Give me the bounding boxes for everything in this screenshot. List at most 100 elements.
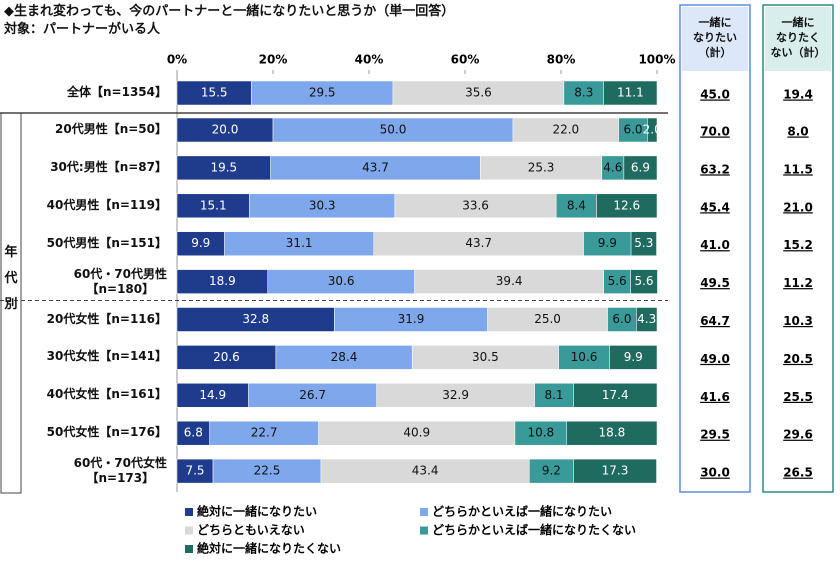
- summary-value: 63.2: [700, 162, 730, 176]
- summary-value: 11.2: [783, 276, 813, 290]
- bar-segment: [209, 420, 319, 446]
- legend-label: 絶対に一緒になりたい: [197, 504, 317, 519]
- bar-segment: [487, 307, 608, 332]
- bar-segment: [573, 458, 657, 484]
- chart-title: ◆生まれ変わっても、今のパートナーと一緒になりたいと思うか（単一回答）: [4, 4, 455, 19]
- summary-box: [762, 4, 834, 493]
- category-label: 40代女性【n=161】: [46, 387, 167, 402]
- bar-segment: [603, 80, 658, 106]
- legend-swatch: [185, 508, 193, 516]
- bar-segment: [212, 458, 322, 484]
- bar-segment: [414, 269, 604, 294]
- value-label: 43.4: [412, 464, 439, 478]
- summary-value: 30.0: [700, 466, 730, 480]
- value-label: 12.6: [613, 198, 640, 212]
- bar-segment: [392, 80, 565, 106]
- bar-segment: [609, 345, 658, 370]
- summary-value: 70.0: [700, 125, 730, 139]
- bar-segment: [630, 231, 657, 256]
- value-label: 28.4: [331, 350, 358, 364]
- value-label: 26.7: [299, 388, 326, 402]
- category-label: 20代男性【n=50】: [55, 122, 167, 136]
- value-label: 18.8: [599, 426, 626, 440]
- bar-segment: [176, 193, 250, 219]
- value-label: 8.4: [567, 198, 586, 212]
- bar-segment: [176, 155, 271, 181]
- category-label: 50代女性【n=176】: [46, 425, 167, 440]
- value-label: 22.5: [254, 464, 281, 478]
- summary-box: [679, 4, 751, 493]
- value-label: 43.7: [465, 236, 492, 250]
- value-label: 2.0: [643, 123, 662, 137]
- bar-segment: [514, 420, 568, 446]
- bar-segment: [394, 193, 557, 219]
- value-label: 7.5: [185, 464, 204, 478]
- bar-segment: [176, 420, 210, 446]
- value-label: 15.1: [200, 198, 227, 212]
- value-label: 50.0: [380, 123, 407, 137]
- bar-segment: [320, 458, 530, 484]
- value-label: 5.6: [634, 274, 653, 288]
- category-label: 30代:男性【n=87】: [50, 159, 167, 174]
- value-label: 5.6: [608, 274, 627, 288]
- bar-segment: [267, 269, 415, 294]
- bar-segment: [563, 80, 604, 106]
- bar-segment: [176, 345, 277, 370]
- summary-header: 一緒に なりたい （計）: [693, 16, 737, 59]
- value-label: 31.1: [286, 236, 313, 250]
- value-label: 22.7: [251, 426, 278, 440]
- value-label: 25.0: [534, 312, 561, 326]
- bar-segment: [176, 458, 214, 484]
- value-label: 6.8: [184, 426, 203, 440]
- value-label: 15.5: [201, 86, 228, 100]
- summary-value: 26.5: [783, 466, 813, 480]
- bar-segment: [603, 269, 631, 294]
- summary-value: 19.4: [783, 88, 813, 102]
- value-label: 9.9: [598, 236, 617, 250]
- bar-segment: [573, 383, 658, 408]
- bar-segment: [583, 231, 632, 256]
- bar-segment: [636, 307, 658, 332]
- summary-value: 41.0: [700, 238, 730, 252]
- bar-segment: [176, 307, 335, 332]
- bar-segment: [618, 117, 648, 143]
- summary-header: 一緒に なりたく ない（計）: [770, 16, 826, 59]
- summary-value: 20.5: [783, 352, 813, 366]
- bar-segment: [596, 193, 658, 219]
- bar-segment: [512, 117, 619, 143]
- value-label: 10.6: [571, 350, 598, 364]
- bar-segment: [176, 383, 249, 408]
- bar-segment: [318, 420, 516, 446]
- value-label: 17.4: [602, 388, 629, 402]
- legend-swatch: [420, 508, 428, 516]
- value-label: 25.3: [528, 160, 555, 174]
- bar-segment: [566, 420, 658, 446]
- summary-value: 41.6: [700, 390, 730, 404]
- value-label: 10.8: [527, 426, 554, 440]
- legend-swatch: [420, 526, 428, 535]
- category-label: 50代男性【n=151】: [46, 235, 167, 250]
- bar-segment: [248, 383, 377, 408]
- x-tick-label: 100%: [638, 53, 675, 67]
- legend-label: どちらかといえば一緒になりたい: [432, 504, 612, 519]
- bar-segment: [373, 231, 584, 256]
- value-label: 9.9: [624, 350, 643, 364]
- x-tick-label: 0%: [167, 53, 187, 67]
- legend-label: 絶対に一緒になりたくない: [197, 541, 341, 556]
- summary-value: 8.0: [787, 125, 808, 139]
- value-label: 4.6: [603, 160, 622, 174]
- value-label: 17.3: [602, 464, 629, 478]
- summary-value: 49.0: [700, 352, 730, 366]
- category-label: 60代・70代男性 【n=180】: [73, 266, 167, 296]
- value-label: 32.9: [442, 388, 469, 402]
- category-label: 全体【n=1354】: [67, 85, 167, 99]
- value-label: 8.1: [544, 388, 563, 402]
- bar-segment: [272, 117, 514, 143]
- value-label: 31.9: [398, 312, 425, 326]
- bar-segment: [251, 80, 394, 106]
- value-label: 30.3: [309, 198, 336, 212]
- value-label: 22.0: [552, 123, 579, 137]
- bar-segment: [630, 269, 658, 294]
